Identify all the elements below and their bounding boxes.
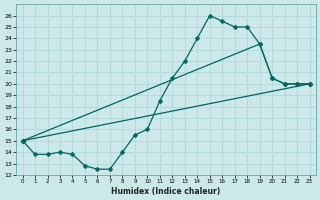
X-axis label: Humidex (Indice chaleur): Humidex (Indice chaleur) [111, 187, 221, 196]
